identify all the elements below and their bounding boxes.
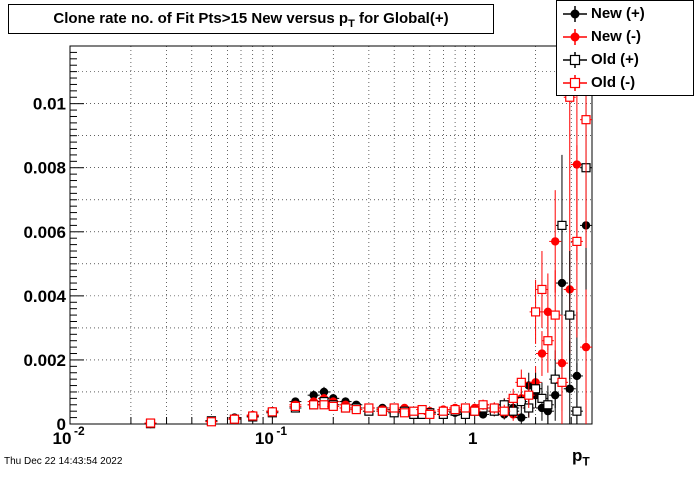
point-new (551, 237, 560, 246)
point-old (364, 403, 374, 413)
y-tick-label: 0.002 (23, 351, 66, 370)
point-old (499, 406, 509, 416)
point-old (557, 220, 567, 230)
point-old (530, 384, 541, 394)
legend-item-old-plus: Old (+) (557, 49, 693, 71)
y-tick-label: 0.004 (23, 287, 66, 306)
point-old (537, 284, 547, 295)
point-old (340, 403, 351, 413)
legend-item-new-minus: New (-) (557, 26, 693, 48)
point-new (309, 390, 318, 400)
point-old (543, 336, 553, 346)
point-old (550, 310, 560, 320)
point-old (524, 390, 534, 400)
title-box: Clone rate no. of Fit Pts>15 New versus … (8, 4, 494, 34)
y-tick-label: 0.008 (23, 159, 66, 178)
legend-marker-new-minus (563, 29, 587, 45)
point-new (565, 384, 574, 393)
point-old (460, 403, 471, 413)
legend-label-old-plus: Old (+) (591, 51, 639, 68)
legend: New (+) New (-) Old (+) Old (-) (556, 0, 694, 96)
x-tick-label: 10 (255, 429, 274, 448)
plot-frame (69, 45, 593, 425)
point-new (319, 387, 329, 397)
x-axis-title-sub: T (582, 454, 590, 469)
timestamp: Thu Dec 22 14:43:54 2022 (4, 456, 123, 467)
legend-item-old-minus: Old (-) (557, 72, 693, 94)
point-old (572, 406, 582, 416)
legend-label-old-minus: Old (-) (591, 74, 636, 91)
x-tick-label: 10 (53, 429, 72, 448)
point-old (516, 377, 526, 387)
point-old (489, 403, 499, 413)
point-old (543, 400, 553, 410)
point-old (351, 404, 361, 415)
point-old (470, 406, 480, 416)
point-old (229, 414, 240, 424)
point-old (450, 404, 460, 415)
x-axis-title-main: p (572, 446, 583, 465)
legend-label-new-plus: New (+) (591, 5, 645, 22)
point-new (517, 413, 526, 422)
point-old (417, 404, 427, 415)
title-main: Clone rate no. of Fit Pts>15 New versus … (53, 10, 349, 27)
x-tick-label: 1 (468, 429, 477, 448)
point-old (438, 406, 448, 416)
legend-marker-new-plus (563, 6, 587, 22)
point-old (290, 401, 300, 411)
legend-marker-old-minus (563, 75, 587, 91)
point-old (389, 403, 399, 413)
point-old (309, 400, 319, 410)
point-old (328, 401, 338, 411)
point-old (572, 236, 582, 247)
legend-item-new-plus: New (+) (557, 3, 693, 25)
y-tick-label: 0 (57, 415, 66, 434)
point-old (206, 417, 217, 427)
point-old (478, 400, 488, 410)
point-old (425, 409, 435, 419)
point-old (508, 393, 518, 403)
x-tick-label-exponent: -2 (74, 424, 85, 438)
y-tick-label: 0.006 (23, 223, 66, 242)
point-old (267, 407, 277, 417)
point-old (248, 411, 258, 421)
point-old (319, 400, 329, 410)
point-old (377, 406, 388, 416)
legend-label-new-minus: New (-) (591, 28, 641, 45)
point-old (409, 406, 419, 416)
point-old (530, 307, 541, 317)
point-old (145, 418, 156, 428)
y-tick-label: 0.01 (33, 95, 66, 114)
point-new (537, 349, 547, 358)
title-sub: T (348, 18, 355, 30)
page-title: Clone rate no. of Fit Pts>15 New versus … (9, 10, 493, 30)
title-tail: for Global(+) (354, 10, 449, 27)
point-old (565, 310, 575, 320)
point-old (581, 115, 591, 125)
point-old (399, 408, 410, 418)
legend-marker-old-plus (563, 52, 587, 68)
point-old (508, 406, 518, 416)
x-axis-title: pT (572, 446, 590, 468)
point-old (537, 393, 547, 403)
x-tick-label-exponent: -1 (276, 424, 287, 438)
point-old (557, 377, 567, 387)
point-new (581, 342, 591, 352)
